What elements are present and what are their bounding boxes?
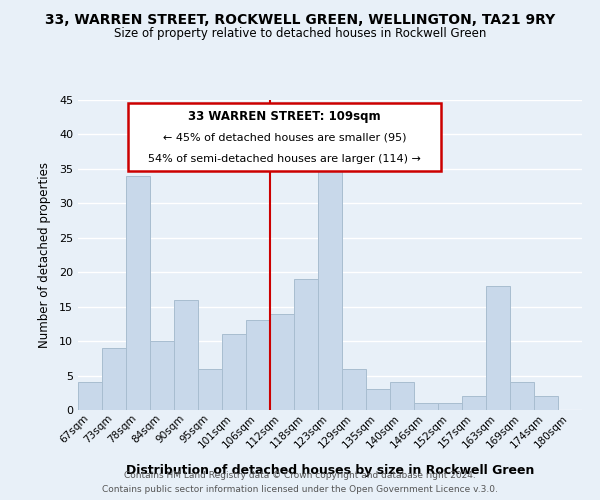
Bar xyxy=(174,300,198,410)
Text: Size of property relative to detached houses in Rockwell Green: Size of property relative to detached ho… xyxy=(114,28,486,40)
Bar xyxy=(414,403,438,410)
Bar xyxy=(318,169,342,410)
Bar xyxy=(102,348,126,410)
Bar xyxy=(198,368,222,410)
Bar xyxy=(534,396,558,410)
Bar xyxy=(222,334,246,410)
Bar xyxy=(294,279,318,410)
Bar xyxy=(438,403,462,410)
Bar xyxy=(462,396,486,410)
Y-axis label: Number of detached properties: Number of detached properties xyxy=(38,162,50,348)
Bar xyxy=(366,390,390,410)
Bar xyxy=(342,368,366,410)
Bar xyxy=(270,314,294,410)
Text: ← 45% of detached houses are smaller (95): ← 45% of detached houses are smaller (95… xyxy=(163,132,406,142)
Bar xyxy=(78,382,102,410)
Bar xyxy=(246,320,270,410)
Bar xyxy=(126,176,150,410)
FancyBboxPatch shape xyxy=(128,103,441,172)
Text: 54% of semi-detached houses are larger (114) →: 54% of semi-detached houses are larger (… xyxy=(148,154,421,164)
X-axis label: Distribution of detached houses by size in Rockwell Green: Distribution of detached houses by size … xyxy=(126,464,534,476)
Text: Contains HM Land Registry data © Crown copyright and database right 2024.: Contains HM Land Registry data © Crown c… xyxy=(124,471,476,480)
Bar xyxy=(390,382,414,410)
Bar xyxy=(510,382,534,410)
Text: Contains public sector information licensed under the Open Government Licence v.: Contains public sector information licen… xyxy=(102,485,498,494)
Bar xyxy=(150,341,174,410)
Bar xyxy=(486,286,510,410)
Text: 33 WARREN STREET: 109sqm: 33 WARREN STREET: 109sqm xyxy=(188,110,381,123)
Text: 33, WARREN STREET, ROCKWELL GREEN, WELLINGTON, TA21 9RY: 33, WARREN STREET, ROCKWELL GREEN, WELLI… xyxy=(45,12,555,26)
